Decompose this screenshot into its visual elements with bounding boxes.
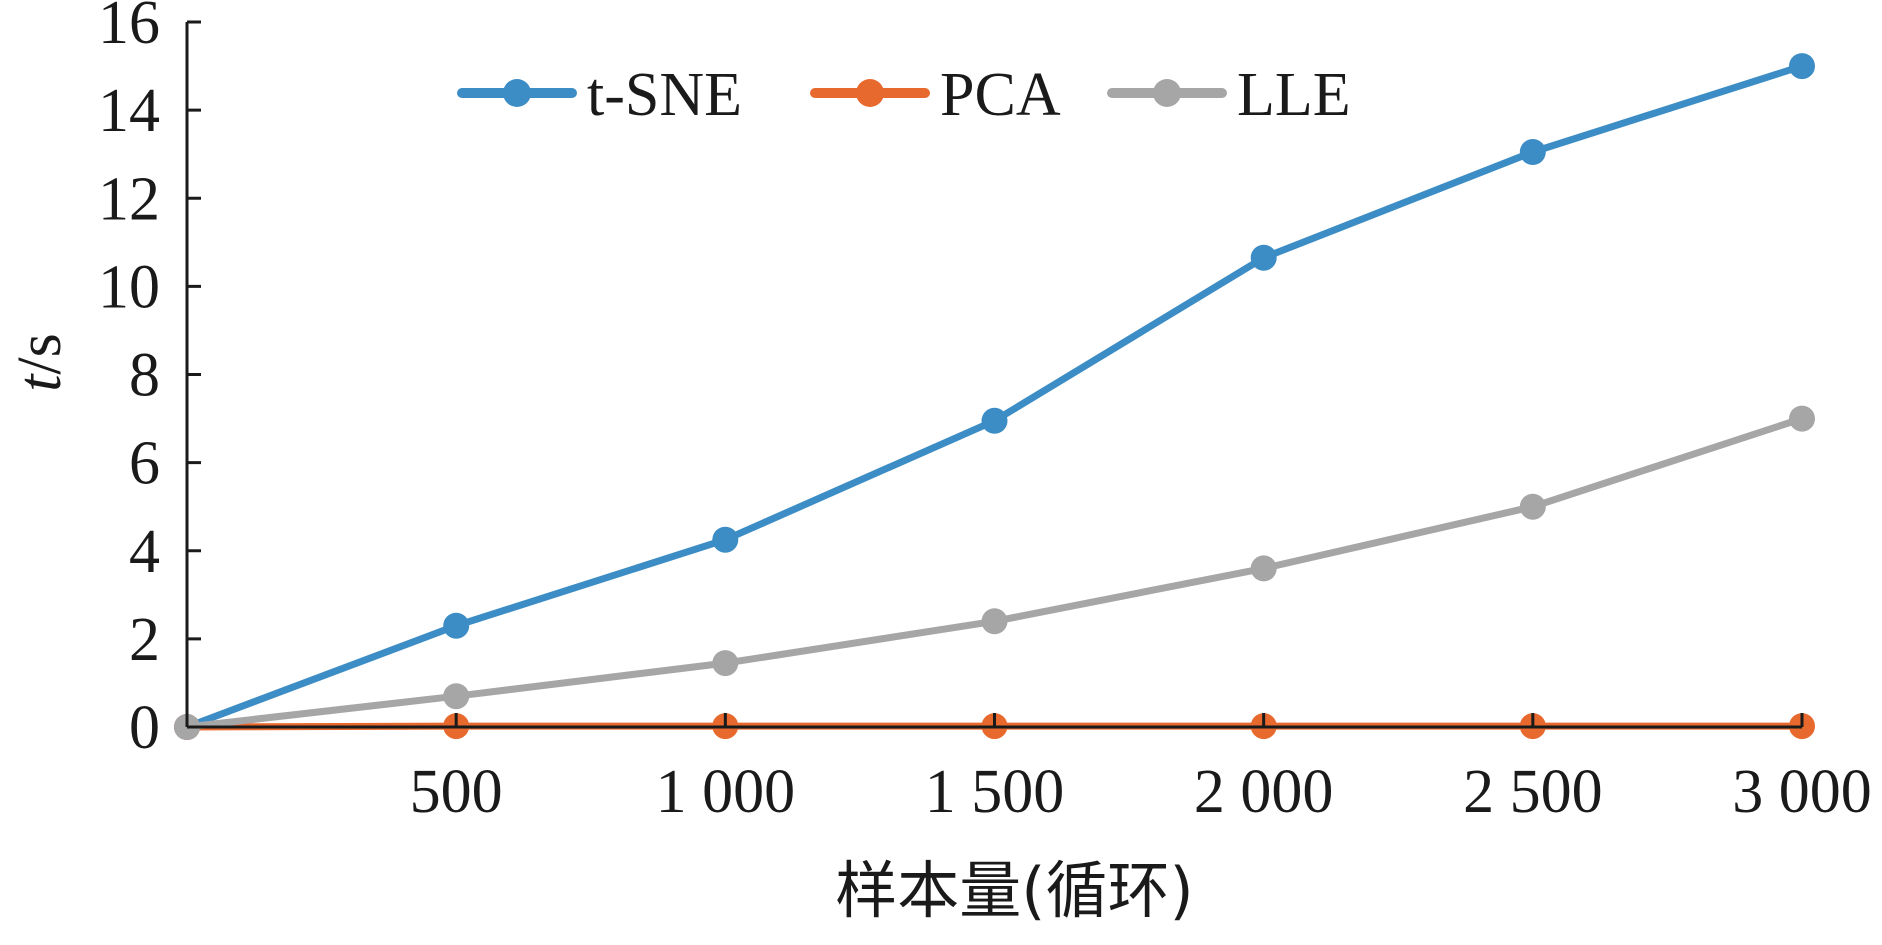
legend-swatch-marker [856, 79, 884, 107]
series-layer [174, 53, 1815, 740]
y-tick-label: 14 [98, 77, 160, 145]
x-tick-label: 500 [410, 758, 503, 826]
legend-item-pca: PCA [810, 61, 1061, 129]
data-point-lle-4 [1250, 555, 1277, 582]
data-point-t-sne-6 [1789, 53, 1815, 80]
legend-label: t-SNE [587, 61, 742, 129]
data-point-lle-3 [981, 608, 1008, 635]
legend-swatch-marker [503, 79, 531, 107]
x-tick-label: 1 500 [925, 758, 1065, 826]
y-tick-label: 6 [129, 430, 160, 498]
data-point-t-sne-1 [443, 612, 470, 639]
data-point-lle-6 [1789, 405, 1815, 432]
y-tick-label: 2 [129, 606, 160, 674]
y-tick-label: 4 [129, 518, 160, 586]
series-t-sne [174, 53, 1815, 740]
y-tick-label: 16 [98, 0, 160, 57]
y-tick-label: 10 [98, 253, 160, 321]
series-line-lle [183, 415, 1806, 731]
legend-item-t-sne: t-SNE [457, 61, 742, 129]
y-tick-label: 8 [129, 342, 160, 410]
legend-label: LLE [1237, 61, 1351, 129]
x-tick-label: 2 000 [1194, 758, 1334, 826]
ticks-layer: 0 2 4 6 8 10 12 14 16 500 1 000 1 500 2 000 2 500 3 00… [98, 0, 1872, 826]
data-point-lle-5 [1519, 493, 1546, 520]
data-point-t-sne-2 [712, 526, 739, 553]
legend-item-lle: LLE [1107, 61, 1351, 129]
y-tick-label: 0 [129, 694, 160, 762]
x-tick-label: 1 000 [656, 758, 796, 826]
legend: t-SNE PCA LLE [457, 61, 1351, 129]
y-axis-title: t/s [6, 333, 74, 392]
data-point-t-sne-3 [981, 407, 1008, 434]
data-point-lle-1 [443, 683, 470, 710]
x-tick-label: 2 500 [1463, 758, 1603, 826]
x-tick-label: 3 000 [1732, 758, 1872, 826]
data-point-t-sne-5 [1519, 139, 1546, 165]
data-point-lle-2 [712, 650, 739, 677]
y-tick-label: 12 [98, 165, 160, 233]
series-lle [174, 405, 1815, 740]
data-point-t-sne-4 [1250, 244, 1277, 271]
x-axis-title: 样本量(循环) [835, 854, 1193, 927]
legend-swatch-marker [1153, 79, 1181, 107]
legend-label: PCA [940, 61, 1061, 129]
y-axis-title-variable: t [6, 373, 74, 392]
y-axis-title-unit: /s [6, 333, 74, 374]
